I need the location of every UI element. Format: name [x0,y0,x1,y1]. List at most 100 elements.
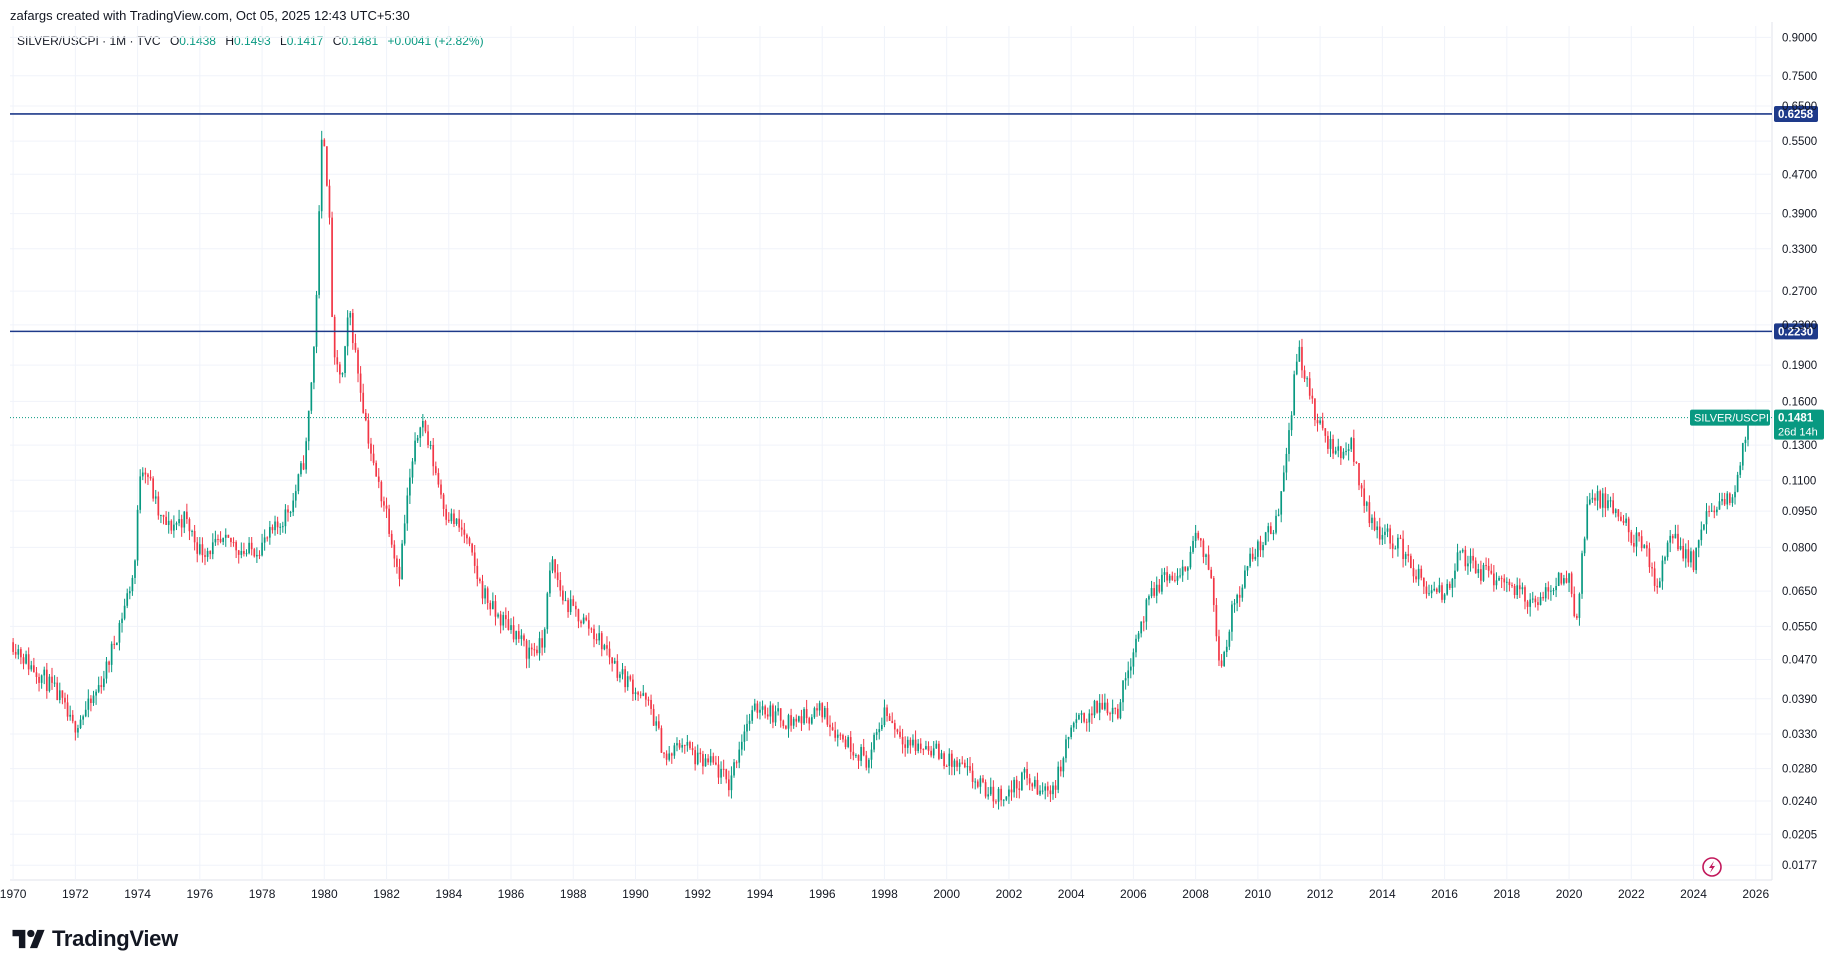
price-chart[interactable]: 0.6258 0.2230 1970 1972 1974 1976 1978 1980 198… [0,0,1835,920]
candles [12,130,1749,810]
candle-body [852,751,855,756]
y-tick-label: 0.1900 [1782,360,1817,372]
candle-body [1653,568,1656,586]
x-tick-label: 2010 [1245,887,1272,901]
candle-body [40,675,43,683]
candle-body [1586,504,1589,539]
candle-body [466,534,468,539]
candle-body [297,474,300,492]
candle-body [152,478,154,499]
candle-body [235,542,237,551]
candle-body [1625,518,1627,523]
candle-body [139,476,142,510]
candle-body [1495,580,1498,586]
candle-body [315,294,318,347]
candle-body [1376,526,1379,531]
candle-body [857,755,860,761]
candle-body [836,734,839,738]
candle-body [510,625,512,631]
candle-body [1358,463,1360,486]
candle-body [746,723,748,732]
candle-body [1573,593,1576,617]
candle-body [1480,569,1482,581]
candle-body [515,631,518,640]
candle-body [1454,570,1456,579]
x-tick-label: 1972 [62,887,89,901]
candle-body [966,766,969,768]
candle-body [808,718,811,724]
candle-body [657,721,660,729]
candle-body [624,669,626,688]
candle-body [935,743,938,749]
y-tick-label: 0.3900 [1782,209,1817,221]
candle-body [712,756,715,763]
candle-body [665,753,668,760]
candle-body [437,472,440,485]
candle-body [388,508,390,534]
candle-body [862,746,865,756]
candle-body [144,472,147,475]
candle-body [186,511,188,520]
candle-body [61,690,64,698]
candle-body [1472,555,1474,561]
candle-body [1407,554,1410,556]
candle-body [1658,581,1661,588]
candle-body [173,524,175,531]
x-tick-label: 2016 [1431,887,1458,901]
candle-body [403,523,406,544]
y-tick-label: 0.0280 [1782,764,1817,776]
candle-body [320,139,323,212]
candle-body [1269,526,1272,534]
candle-body [870,749,873,760]
candle-body [289,512,292,514]
candle-body [87,698,90,710]
candle-body [1137,633,1140,639]
candle-body [1135,638,1137,653]
candle-body [331,217,333,317]
candle-body [416,437,419,441]
candle-body [1493,573,1495,586]
candle-body [831,727,834,731]
candle-body [1627,518,1630,533]
candle-body [328,185,331,218]
candle-body [1046,786,1049,791]
candle-body [904,744,907,748]
candle-body [694,750,696,765]
candle-body [826,708,829,725]
candle-body [1490,570,1493,574]
candle-body [743,731,746,742]
candle-body [691,748,694,751]
candle-body [191,530,193,532]
candle-body [1311,395,1314,399]
x-tick-label: 1988 [560,887,587,901]
candle-body [761,706,764,710]
candle-body [1202,540,1205,557]
candle-body [341,373,344,375]
candle-body [1513,585,1516,595]
candle-body [1319,420,1321,424]
candle-body [1316,420,1319,424]
candle-body [1498,577,1500,581]
candle-body [1552,590,1555,592]
candle-body [660,728,663,753]
candle-body [1101,702,1104,710]
y-tick-label: 0.0550 [1782,621,1817,633]
candle-body [305,441,307,470]
candle-body [1187,567,1189,571]
x-tick-label: 1998 [871,887,898,901]
candle-body [1145,599,1148,622]
candle-body [782,720,785,726]
candle-body [619,674,621,678]
candle-body [344,346,346,374]
candle-body [1417,568,1420,580]
candle-body [1308,378,1311,396]
candle-body [1225,646,1228,652]
candle-body [237,550,240,555]
candle-body [217,538,219,540]
candle-body [803,709,805,724]
tradingview-footer: TradingView [12,926,178,952]
candle-body [683,745,686,747]
candle-body [922,749,925,751]
candle-body [1122,680,1124,703]
candle-body [351,312,354,344]
